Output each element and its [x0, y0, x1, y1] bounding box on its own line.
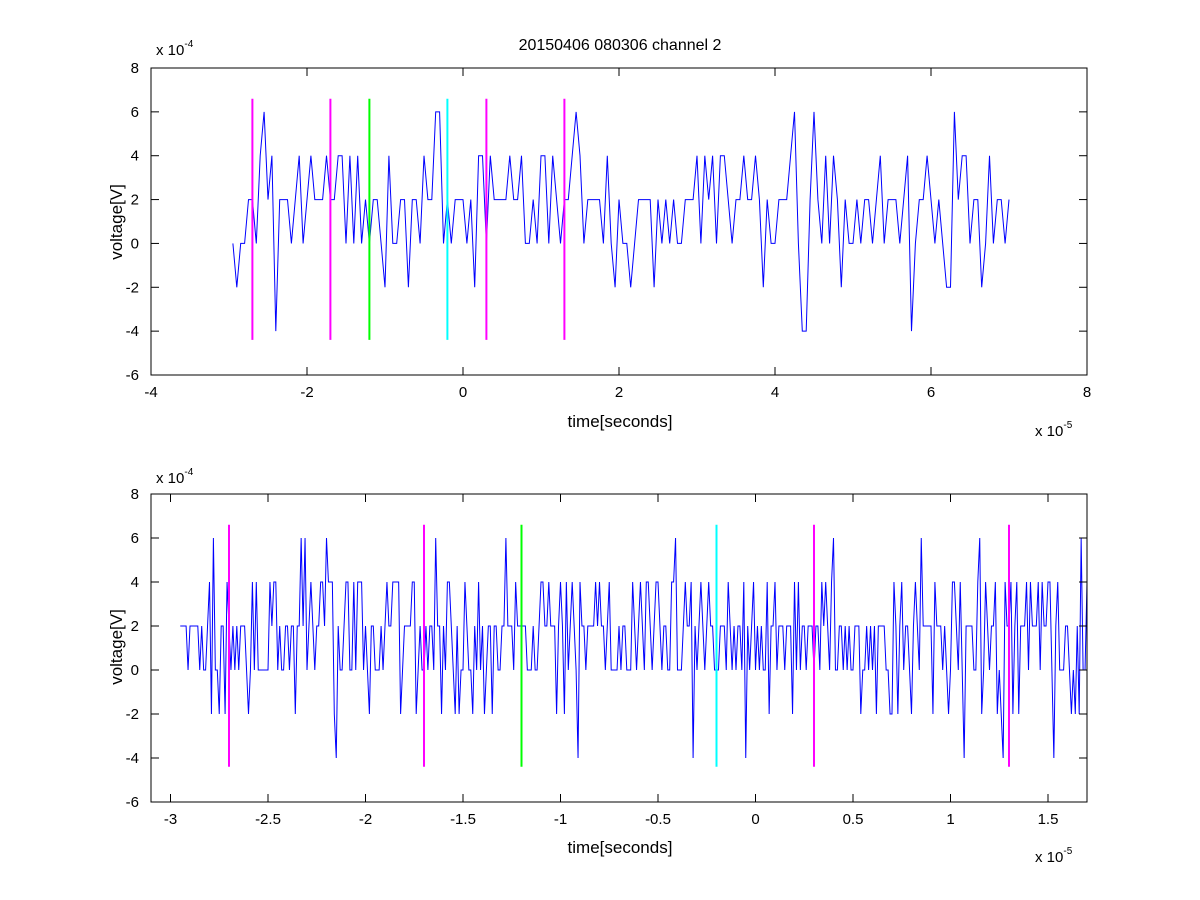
x-tick-label: -2 — [300, 384, 313, 401]
axes-box — [150, 493, 1088, 803]
y-tick-label: -4 — [126, 750, 139, 767]
x-axis-label: time[seconds] — [568, 412, 673, 431]
y-exponent-label: x 10-4 — [156, 39, 194, 59]
plot-area: -4 -2 0 2 4 6 8 -6 -4 -2 0 2 4 6 8 — [126, 60, 1092, 401]
x-tick-label: 1 — [946, 811, 954, 828]
signal-trace — [232, 111, 1010, 332]
y-axis-label: voltage[V] — [107, 184, 126, 260]
x-tick-label: -3 — [164, 811, 177, 828]
x-exponent-label: x 10-5 — [1035, 420, 1073, 440]
x-tick-label: 6 — [927, 384, 935, 401]
x-tick-label: 0 — [751, 811, 759, 828]
x-tick-label: 4 — [771, 384, 779, 401]
x-tick-label: -2.5 — [255, 811, 281, 828]
y-tick-label: 2 — [131, 618, 139, 635]
chart-top: 20150406 080306 channel 2 x 10-4 x 10-5 … — [107, 37, 1091, 440]
x-tick-label: -4 — [144, 384, 157, 401]
x-tick-label: 8 — [1083, 384, 1091, 401]
y-tick-label: 8 — [131, 60, 139, 77]
x-tick-label: -0.5 — [645, 811, 671, 828]
x-exponent-label: x 10-5 — [1035, 846, 1073, 866]
y-tick-label: 4 — [131, 148, 139, 165]
x-tick-label: -1 — [554, 811, 567, 828]
x-tick-label: 0.5 — [843, 811, 864, 828]
x-tick-label: 1.5 — [1038, 811, 1059, 828]
y-tick-label: 2 — [131, 192, 139, 209]
y-tick-label: 6 — [131, 104, 139, 121]
x-tick-label: 2 — [615, 384, 623, 401]
y-tick-label: 4 — [131, 574, 139, 591]
y-tick-label: 8 — [131, 486, 139, 503]
chart-bottom: x 10-4 x 10-5 time[seconds] voltage[V] -… — [107, 467, 1088, 866]
y-tick-label: -6 — [126, 367, 139, 384]
y-tick-label: -2 — [126, 279, 139, 296]
y-tick-label: -6 — [126, 794, 139, 811]
x-tick-label: -2 — [359, 811, 372, 828]
y-tick-label: 6 — [131, 530, 139, 547]
x-axis-label: time[seconds] — [568, 838, 673, 857]
y-exponent-label: x 10-4 — [156, 467, 194, 487]
y-axis-label: voltage[V] — [107, 609, 126, 685]
y-tick-label: 0 — [131, 235, 139, 252]
signal-trace — [180, 537, 1088, 759]
y-tick-label: 0 — [131, 662, 139, 679]
y-tick-label: -4 — [126, 323, 139, 340]
y-tick-label: -2 — [126, 706, 139, 723]
x-tick-label: -1.5 — [450, 811, 476, 828]
x-tick-label: 0 — [459, 384, 467, 401]
plot-area: -3 -2.5 -2 -1.5 -1 -0.5 0 0.5 1 1.5 -6 -4 -2 0 2 4 6 8 — [126, 486, 1088, 828]
chart-title: 20150406 080306 channel 2 — [519, 37, 722, 54]
